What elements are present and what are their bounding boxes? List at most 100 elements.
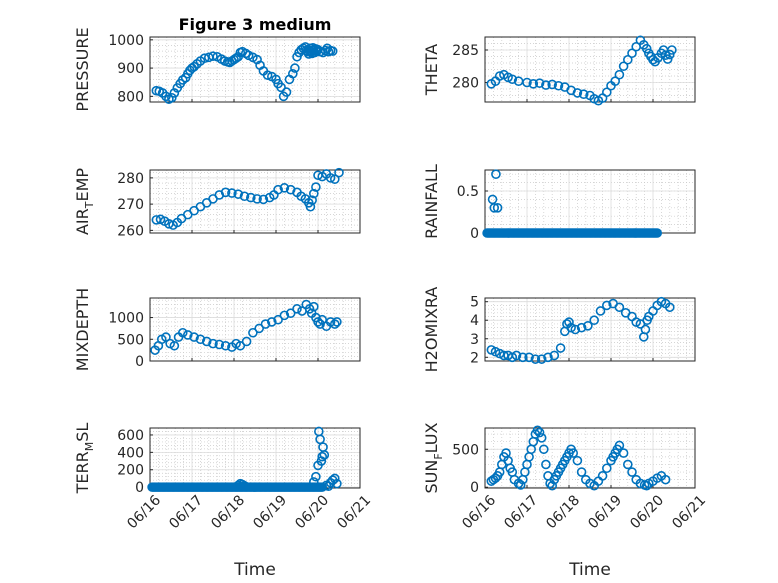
data-point: [266, 317, 277, 327]
x-tick-label: 06/18: [208, 492, 248, 532]
x-tick-label: 06/20: [627, 492, 667, 532]
y-tick-label: 270: [117, 197, 144, 213]
data-point: [614, 440, 625, 451]
data-point: [618, 448, 629, 458]
data-point: [522, 77, 532, 88]
data-point: [189, 332, 199, 342]
data-point: [241, 336, 252, 347]
data-point: [258, 194, 269, 205]
data-point: [208, 338, 218, 349]
y-tick-label: 5: [470, 295, 479, 311]
data-point: [167, 92, 177, 103]
data-point: [183, 330, 193, 340]
axes-frame: [484, 36, 696, 103]
y-tick-label: 0: [135, 354, 144, 370]
data-point: [161, 91, 171, 102]
data-point: [564, 317, 574, 327]
data-point: [524, 452, 534, 462]
data-point: [618, 61, 629, 72]
data-point: [329, 319, 340, 329]
data-point: [279, 183, 290, 193]
data-point: [524, 352, 534, 363]
x-axis-label: Time: [568, 560, 611, 580]
subplot-theta: 280 285 THETA: [422, 35, 696, 106]
data-point: [528, 79, 539, 89]
data-point: [515, 480, 526, 490]
data-point: [273, 314, 283, 325]
data-point: [276, 82, 286, 93]
y-tick-label: 500: [117, 332, 144, 348]
axes-frame: [484, 169, 696, 234]
data-point: [549, 350, 560, 361]
y-axis-label: RAINFALL: [422, 164, 441, 239]
y-tick-label: 0.5: [457, 184, 479, 200]
data-point: [327, 46, 338, 56]
data-point: [534, 78, 545, 88]
y-tick-label: 800: [117, 89, 144, 105]
subplot-air-temp: 260 270 280 AIRTEMP: [73, 168, 361, 239]
data-point: [532, 425, 543, 436]
x-tick-label: 06/17: [166, 492, 206, 532]
axes-frame: [149, 36, 361, 103]
data-point: [589, 315, 600, 326]
data-point: [555, 343, 566, 353]
x-tick-label: 06/16: [459, 492, 499, 532]
data-point: [541, 80, 551, 90]
data-point: [491, 169, 501, 179]
data-point: [662, 54, 673, 64]
y-axis-label: SUNFLUX: [422, 422, 445, 493]
y-tick-label: 400: [117, 445, 144, 461]
data-point: [610, 76, 621, 86]
data-point: [576, 322, 587, 333]
y-tick-label: 1000: [108, 33, 144, 49]
data-point: [492, 203, 503, 213]
data-point: [220, 187, 231, 198]
data-point: [308, 188, 319, 199]
data-point: [317, 451, 328, 462]
data-point: [627, 467, 637, 477]
data-point: [530, 354, 541, 364]
data-point: [614, 69, 625, 80]
y-tick-label: 285: [452, 43, 479, 59]
data-point: [260, 319, 271, 329]
data-point: [332, 478, 342, 489]
y-axis-label: TERRMSL: [73, 423, 96, 495]
data-point: [214, 339, 225, 350]
y-axis-label: THETA: [422, 44, 441, 96]
data-point: [507, 74, 518, 85]
data-point: [601, 87, 612, 98]
data-point: [317, 314, 328, 325]
y-axis-label: AIRTEMP: [73, 168, 96, 235]
data-point: [248, 327, 258, 338]
y-tick-label: 280: [452, 76, 479, 92]
data-point: [254, 323, 265, 334]
data-point: [578, 89, 589, 99]
x-tick-label: 06/17: [501, 492, 541, 532]
data-point: [489, 203, 500, 213]
data-point: [308, 477, 319, 487]
data-point: [201, 336, 212, 347]
data-point: [307, 195, 317, 205]
y-tick-label: 0: [470, 480, 479, 496]
data-point: [311, 46, 322, 56]
data-point: [329, 473, 340, 484]
subplot-mixdepth: 0 500 1000 MIXDEPTH: [73, 288, 361, 371]
data-point: [627, 48, 637, 59]
data-point: [290, 63, 300, 73]
axes-frame: [149, 297, 361, 362]
data-point: [543, 352, 553, 363]
data-point: [667, 45, 677, 55]
data-point: [652, 228, 663, 238]
data-point: [315, 434, 325, 445]
data-point: [195, 334, 206, 345]
data-point: [325, 173, 336, 183]
data-point: [279, 310, 290, 321]
y-tick-label: 600: [117, 428, 144, 444]
data-point: [208, 51, 218, 62]
data-point: [536, 354, 547, 364]
data-point: [169, 340, 180, 351]
y-tick-label: 280: [117, 171, 144, 187]
x-tick-label: 06/16: [124, 492, 164, 532]
data-point: [305, 201, 316, 212]
